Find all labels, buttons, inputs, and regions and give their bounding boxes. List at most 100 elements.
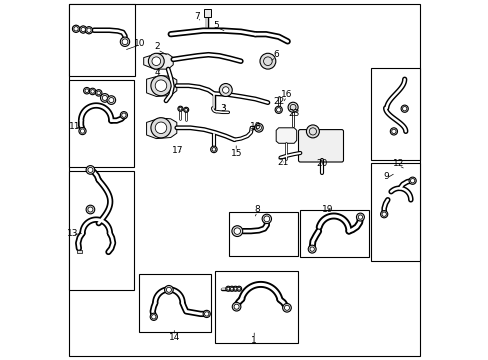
Circle shape (95, 90, 102, 96)
Circle shape (79, 127, 86, 135)
Circle shape (80, 129, 84, 133)
Circle shape (155, 80, 166, 91)
Bar (370, 68, 419, 160)
Text: 3: 3 (220, 104, 225, 113)
Circle shape (81, 27, 85, 32)
Circle shape (234, 287, 237, 290)
Polygon shape (146, 118, 177, 139)
Circle shape (101, 94, 109, 102)
Bar (229, 212, 297, 256)
Circle shape (85, 89, 88, 93)
Circle shape (307, 245, 316, 253)
Circle shape (264, 216, 269, 222)
Circle shape (203, 310, 210, 318)
Circle shape (306, 125, 319, 138)
Circle shape (83, 87, 90, 94)
Circle shape (230, 287, 233, 290)
Circle shape (231, 226, 242, 237)
Circle shape (309, 128, 316, 135)
Circle shape (179, 107, 182, 110)
Text: 13: 13 (66, 229, 78, 238)
Bar (300, 210, 368, 257)
Circle shape (219, 84, 232, 96)
Circle shape (263, 57, 272, 66)
Circle shape (88, 207, 93, 212)
Bar (69, 4, 134, 76)
Polygon shape (276, 128, 296, 143)
Text: 1: 1 (251, 336, 257, 345)
Text: 19: 19 (322, 205, 333, 214)
Polygon shape (77, 250, 81, 253)
Circle shape (232, 286, 238, 291)
Circle shape (184, 108, 187, 111)
Circle shape (275, 106, 282, 113)
Circle shape (97, 91, 101, 95)
Circle shape (402, 107, 406, 111)
Circle shape (232, 302, 241, 311)
Circle shape (204, 312, 208, 316)
Circle shape (289, 104, 295, 110)
Circle shape (229, 286, 234, 291)
Text: 23: 23 (288, 109, 299, 118)
Circle shape (254, 123, 263, 132)
Circle shape (88, 167, 93, 172)
Bar (69, 171, 134, 290)
Text: 22: 22 (272, 97, 284, 106)
Circle shape (389, 128, 397, 135)
Text: 16: 16 (281, 90, 292, 99)
Circle shape (183, 107, 188, 112)
Text: 21: 21 (277, 158, 288, 167)
Text: 9: 9 (383, 172, 389, 181)
Circle shape (210, 146, 217, 153)
Circle shape (178, 106, 183, 111)
Circle shape (85, 27, 92, 34)
Circle shape (80, 26, 87, 33)
Polygon shape (80, 26, 86, 33)
Polygon shape (143, 53, 173, 69)
Circle shape (150, 313, 157, 320)
Text: 17: 17 (172, 146, 183, 155)
Circle shape (276, 108, 280, 112)
Circle shape (284, 305, 289, 310)
Circle shape (356, 213, 364, 221)
Circle shape (262, 214, 271, 224)
Text: 10: 10 (133, 39, 145, 48)
Circle shape (381, 212, 386, 216)
Text: 20: 20 (316, 159, 327, 168)
Circle shape (234, 304, 239, 309)
Circle shape (86, 166, 95, 174)
Text: 14: 14 (168, 333, 180, 342)
Circle shape (237, 287, 240, 290)
Circle shape (120, 112, 127, 119)
Text: 4: 4 (154, 68, 160, 77)
Text: 5: 5 (212, 21, 218, 30)
Circle shape (409, 179, 414, 183)
Bar (370, 163, 419, 261)
Circle shape (87, 28, 91, 32)
Circle shape (226, 287, 229, 290)
Polygon shape (86, 27, 92, 34)
Circle shape (236, 286, 241, 291)
Circle shape (148, 53, 164, 69)
Circle shape (102, 95, 107, 100)
Text: 15: 15 (230, 149, 242, 158)
Circle shape (86, 205, 95, 214)
Circle shape (380, 211, 387, 218)
Bar (139, 274, 211, 332)
Circle shape (120, 37, 129, 46)
Circle shape (108, 98, 114, 103)
Polygon shape (146, 76, 177, 96)
Circle shape (74, 27, 78, 31)
Text: 7: 7 (194, 12, 200, 21)
Polygon shape (73, 25, 79, 32)
Circle shape (234, 228, 240, 234)
Circle shape (166, 287, 171, 292)
Text: 6: 6 (273, 50, 279, 59)
Text: 12: 12 (392, 159, 404, 168)
Circle shape (107, 96, 115, 104)
Circle shape (225, 286, 230, 291)
Circle shape (400, 105, 407, 112)
Circle shape (287, 102, 298, 112)
Circle shape (164, 285, 173, 294)
Circle shape (358, 215, 362, 219)
